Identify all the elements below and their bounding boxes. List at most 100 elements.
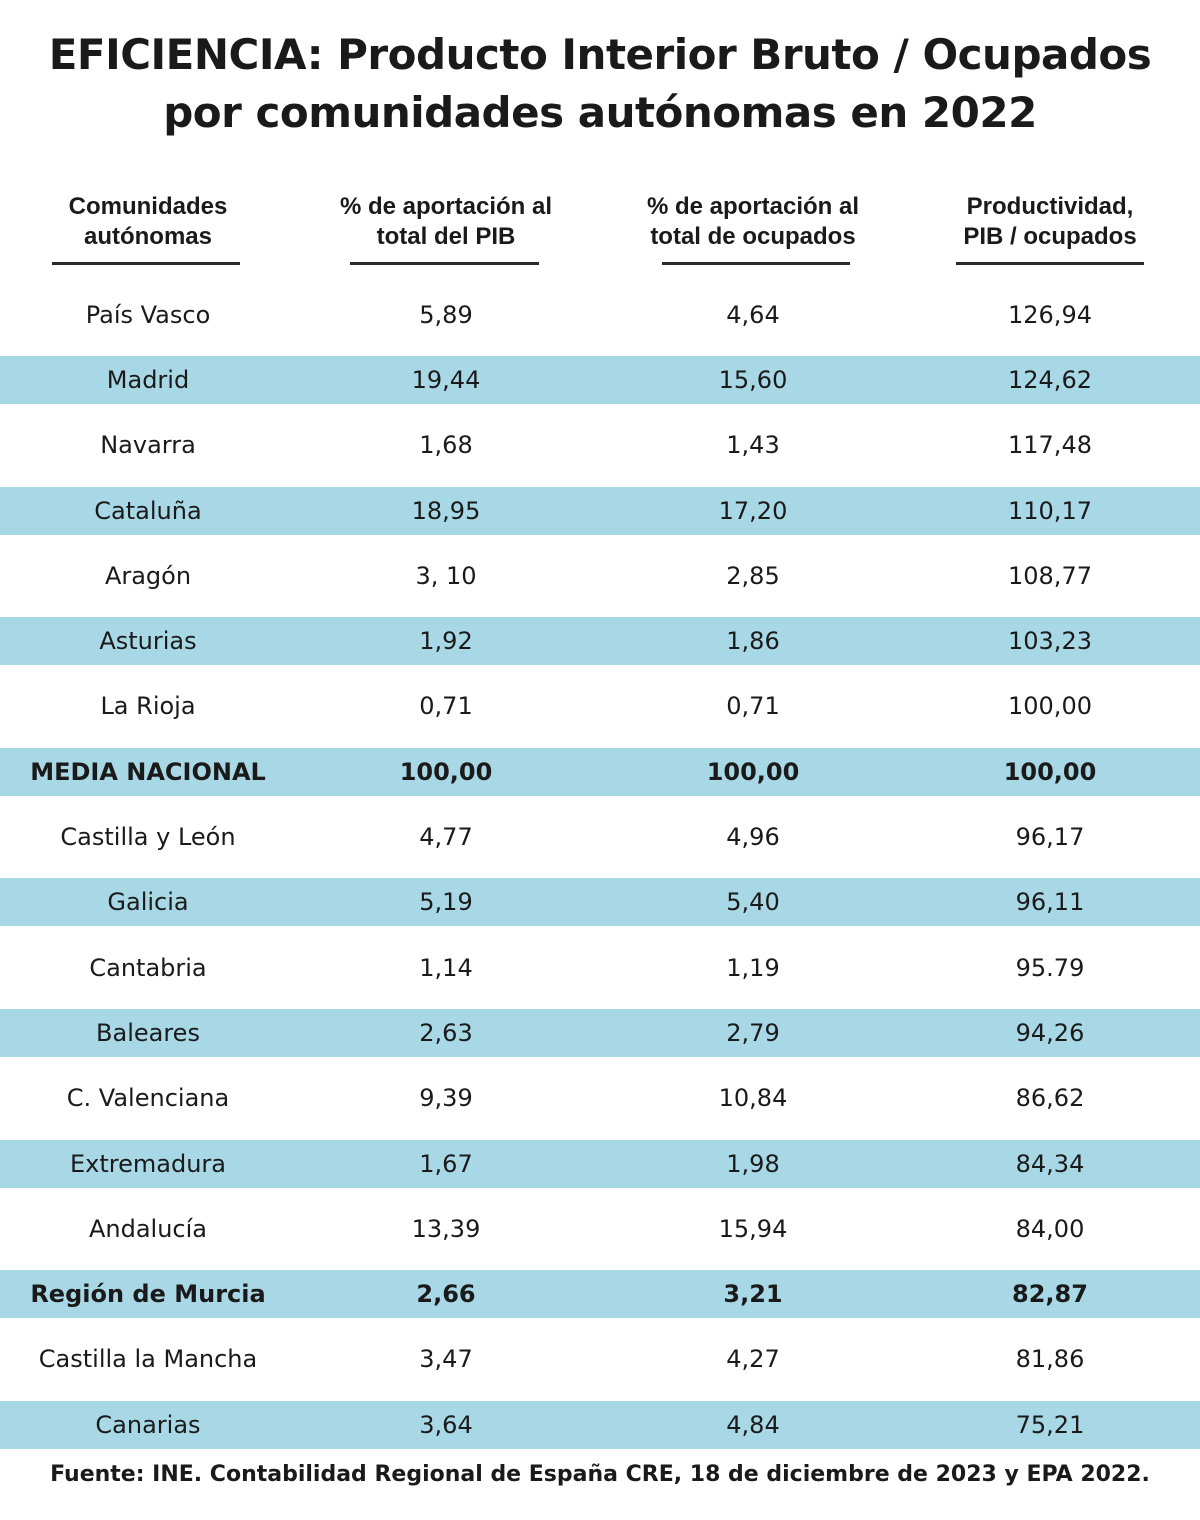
cell-comunidad: Aragón [104,561,192,590]
table-row: MEDIA NACIONAL 100,00 100,00 100,00 [0,739,1200,804]
cell-comunidad: Castilla y León [60,823,236,852]
cell-pib: 2,66 [416,1280,476,1309]
cell-pib: 0,71 [419,692,473,721]
table-row: Asturias 1,92 1,86 103,23 [0,608,1200,673]
cell-productividad: 100,00 [1003,757,1097,786]
cell-pib: 5,89 [419,300,473,329]
cell-pib: 13,39 [411,1214,481,1243]
cell-ocupados: 2,85 [726,561,780,590]
cell-productividad: 94,26 [1015,1018,1085,1047]
cell-productividad: 84,34 [1015,1149,1085,1178]
cell-productividad: 86,62 [1015,1084,1085,1113]
table-row: Extremadura 1,67 1,98 84,34 [0,1131,1200,1196]
table-row: Canarias 3,64 4,84 75,21 [0,1392,1200,1457]
cell-ocupados: 15,94 [718,1214,788,1243]
column-header-comunidades: Comunidades autónomas [0,192,296,272]
cell-pib: 1,68 [419,431,473,460]
cell-productividad: 117,48 [1008,431,1092,460]
cell-pib: 1,67 [419,1149,473,1178]
column-header-pib-line-1: % de aportación al [339,193,553,220]
table-row: Andalucía 13,39 15,94 84,00 [0,1196,1200,1261]
cell-comunidad: MEDIA NACIONAL [30,757,266,786]
cell-productividad: 126,94 [1008,300,1092,329]
cell-comunidad: La Rioja [100,692,196,721]
column-header-rule [350,262,539,265]
column-header-ocupados-line-2: total de ocupados [650,223,856,250]
cell-pib: 18,95 [411,496,481,525]
cell-productividad: 95.79 [1015,953,1085,982]
cell-productividad: 84,00 [1015,1214,1085,1243]
cell-ocupados: 15,60 [718,365,788,394]
cell-ocupados: 2,79 [726,1018,780,1047]
cell-comunidad: Madrid [106,365,190,394]
cell-pib: 4,77 [419,823,473,852]
cell-comunidad: Castilla la Mancha [38,1345,258,1374]
cell-comunidad: Extremadura [70,1149,226,1178]
cell-ocupados: 1,86 [726,627,780,656]
cell-pib: 100,00 [399,757,493,786]
table-row: Navarra 1,68 1,43 117,48 [0,413,1200,478]
column-header-productividad-line-2: PIB / ocupados [963,223,1137,250]
cell-ocupados: 1,19 [726,953,780,982]
cell-ocupados: 0,71 [726,692,780,721]
cell-pib: 3,47 [419,1345,473,1374]
cell-pib: 3, 10 [415,561,477,590]
table-row: Región de Murcia 2,66 3,21 82,87 [0,1261,1200,1326]
cell-comunidad: Galicia [107,888,189,917]
column-header-rule [956,262,1144,265]
cell-comunidad: C. Valenciana [66,1084,230,1113]
cell-productividad: 103,23 [1008,627,1092,656]
table-row: Baleares 2,63 2,79 94,26 [0,1000,1200,1065]
chart-title-line-2: por comunidades autónomas en 2022 [163,88,1037,137]
table-row: Cantabria 1,14 1,19 95.79 [0,935,1200,1000]
cell-comunidad: Baleares [96,1018,200,1047]
cell-ocupados: 1,98 [726,1149,780,1178]
table-row: La Rioja 0,71 0,71 100,00 [0,674,1200,739]
cell-pib: 3,64 [419,1410,473,1439]
cell-productividad: 81,86 [1015,1345,1085,1374]
cell-productividad: 96,17 [1015,823,1085,852]
cell-productividad: 100,00 [1008,692,1092,721]
chart-title: EFICIENCIA: Producto Interior Bruto / Oc… [0,26,1200,142]
cell-productividad: 96,11 [1015,888,1085,917]
column-header-rule [52,262,240,265]
cell-pib: 5,19 [419,888,473,917]
column-header-ocupados-line-1: % de aportación al [646,193,860,220]
column-header-rule [662,262,850,265]
table-row: País Vasco 5,89 4,64 126,94 [0,282,1200,347]
cell-comunidad: Navarra [100,431,196,460]
cell-ocupados: 10,84 [718,1084,788,1113]
source-note: Fuente: INE. Contabilidad Regional de Es… [50,1462,1150,1487]
cell-ocupados: 1,43 [726,431,780,460]
column-header-ocupados: % de aportación al total de ocupados [603,192,903,272]
cell-ocupados: 4,84 [726,1410,780,1439]
column-header-comunidades-line-2: autónomas [83,223,212,250]
cell-productividad: 75,21 [1015,1410,1085,1439]
table-row: Galicia 5,19 5,40 96,11 [0,870,1200,935]
cell-comunidad: Región de Murcia [30,1280,266,1309]
cell-comunidad: Canarias [95,1410,201,1439]
column-header-pib: % de aportación al total del PIB [296,192,596,272]
column-header-pib-line-2: total del PIB [376,223,516,250]
cell-pib: 1,92 [419,627,473,656]
cell-productividad: 124,62 [1008,365,1092,394]
cell-comunidad: Andalucía [88,1214,208,1243]
column-header-productividad: Productividad, PIB / ocupados [900,192,1200,272]
cell-ocupados: 3,21 [723,1280,783,1309]
cell-ocupados: 4,27 [726,1345,780,1374]
cell-ocupados: 4,96 [726,823,780,852]
cell-pib: 19,44 [411,365,481,394]
table-row: Cataluña 18,95 17,20 110,17 [0,478,1200,543]
cell-productividad: 82,87 [1012,1280,1088,1309]
cell-ocupados: 17,20 [718,496,788,525]
cell-ocupados: 100,00 [706,757,800,786]
table-row: Castilla y León 4,77 4,96 96,17 [0,804,1200,869]
chart-title-line-1: EFICIENCIA: Producto Interior Bruto / Oc… [48,30,1152,79]
column-header-comunidades-line-1: Comunidades [68,193,228,220]
column-header-productividad-line-1: Productividad, [966,193,1134,220]
cell-comunidad: Cantabria [89,953,207,982]
table-row: Castilla la Mancha 3,47 4,27 81,86 [0,1327,1200,1392]
cell-pib: 9,39 [419,1084,473,1113]
cell-ocupados: 4,64 [726,300,780,329]
cell-ocupados: 5,40 [726,888,780,917]
